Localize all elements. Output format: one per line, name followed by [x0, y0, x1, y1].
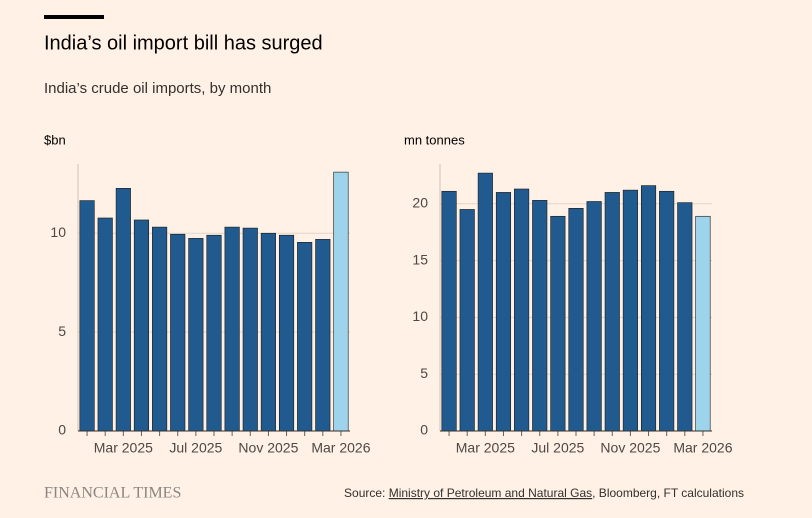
- source: Source: Ministry of Petroleum and Natura…: [344, 486, 744, 500]
- bar: [206, 234, 222, 432]
- bar: [477, 172, 493, 432]
- y-tick-label: 0: [420, 422, 428, 438]
- bar: [677, 202, 693, 432]
- title-bar: [44, 15, 104, 19]
- bar: [441, 190, 457, 432]
- y-axis-label: mn tonnes: [404, 132, 465, 147]
- bar: [115, 188, 131, 432]
- bar: [260, 232, 276, 432]
- x-tick-label: Mar 2026: [311, 440, 370, 456]
- bar: [604, 192, 620, 432]
- bar: [514, 188, 530, 432]
- y-axis-label: $bn: [44, 132, 66, 147]
- x-tick-label: Jul 2025: [531, 440, 584, 456]
- bar: [640, 185, 657, 432]
- y-tick-label: 20: [412, 194, 428, 210]
- bar: [278, 234, 295, 432]
- subtitle: India’s crude oil imports, by month: [44, 80, 271, 97]
- bar: [659, 190, 675, 432]
- x-tick-label: Mar 2026: [673, 440, 732, 456]
- bar: [152, 226, 168, 432]
- x-tick-label: Nov 2025: [600, 440, 660, 456]
- y-tick-label: 10: [50, 224, 66, 240]
- y-tick-label: 5: [420, 365, 428, 381]
- x-tick-label: Mar 2025: [94, 440, 153, 456]
- bar: [586, 201, 602, 432]
- bar: [333, 171, 349, 432]
- bar: [170, 233, 186, 432]
- x-tick-label: Mar 2025: [456, 440, 515, 456]
- bar: [97, 217, 113, 432]
- bar: [188, 238, 204, 432]
- bar: [622, 189, 638, 432]
- bar: [297, 242, 313, 432]
- x-tick-label: Nov 2025: [238, 440, 298, 456]
- bar: [532, 200, 548, 432]
- y-tick-label: 15: [412, 251, 428, 267]
- chart-title: India’s oil import bill has surged: [44, 32, 323, 54]
- bar: [695, 215, 711, 432]
- bar: [133, 219, 150, 432]
- y-tick-label: 10: [412, 308, 428, 324]
- source-link[interactable]: Ministry of Petroleum and Natural Gas: [389, 486, 592, 500]
- bar: [242, 227, 258, 432]
- bar: [568, 208, 584, 432]
- x-tick-label: Jul 2025: [169, 440, 222, 456]
- y-tick-label: 0: [58, 422, 66, 438]
- bar: [224, 226, 240, 432]
- brand: FINANCIAL TIMES: [44, 485, 181, 502]
- bar: [315, 239, 331, 432]
- bar: [495, 192, 512, 432]
- bar: [550, 215, 566, 432]
- bar: [459, 209, 475, 432]
- bar: [79, 200, 95, 432]
- y-tick-label: 5: [58, 323, 66, 339]
- source-rest: , Bloomberg, FT calculations: [592, 486, 744, 500]
- source-prefix: Source:: [344, 486, 389, 500]
